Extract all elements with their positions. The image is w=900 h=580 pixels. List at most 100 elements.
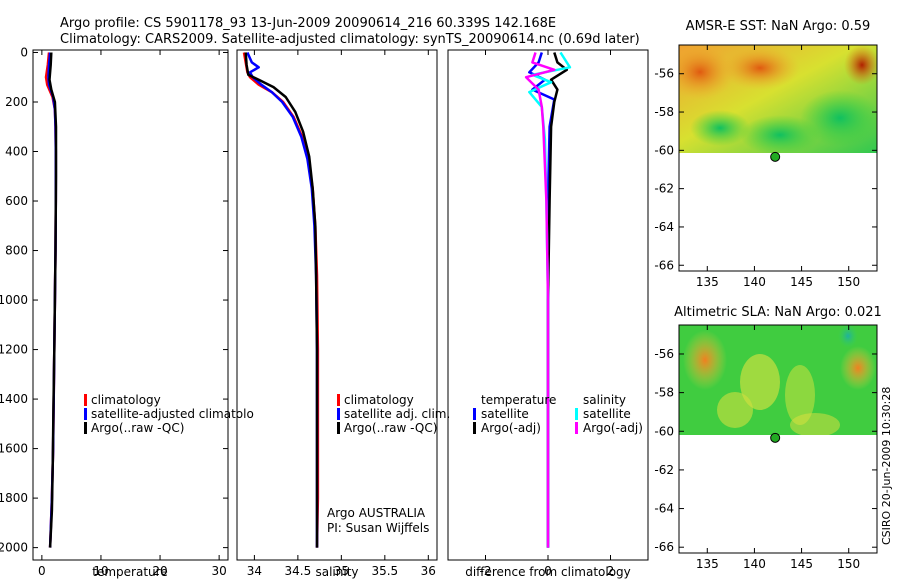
footer-agency: Argo AUSTRALIA bbox=[327, 506, 426, 520]
series-line-temperature-argo-adj- bbox=[546, 52, 569, 548]
y-tick-label: -62 bbox=[654, 463, 674, 477]
legend-label-temp-argo: Argo(-adj) bbox=[481, 421, 541, 435]
y-tick-label: -58 bbox=[654, 386, 674, 400]
y-tick-label: 400 bbox=[5, 145, 28, 159]
legend-swatch-climatology bbox=[337, 394, 340, 406]
sla-map-ticks: 135 140 145 150 -56 -58 -60 -62 -64 -66 bbox=[654, 325, 877, 571]
sst-map-panel: AMSR-E SST: NaN Argo: 0.59 135 140 145 150 -… bbox=[654, 19, 878, 289]
x-tick-label: 0 bbox=[544, 564, 552, 578]
salinity-legend: climatology satellite adj. clim. Argo(..… bbox=[337, 393, 450, 435]
y-tick-label: -62 bbox=[654, 182, 674, 196]
legend-title-temperature: temperature bbox=[481, 393, 556, 407]
temperature-panel: 0 10 20 30 0 200 400 600 800 1000 1200 1400 1600 1800… bbox=[0, 45, 254, 579]
temperature-lines bbox=[44, 52, 58, 548]
legend-label-temp-satellite: satellite bbox=[481, 407, 529, 421]
series-line-salinity-argo-adj- bbox=[524, 52, 556, 548]
y-tick-label: -66 bbox=[654, 258, 674, 272]
x-tick-label: 36 bbox=[421, 564, 436, 578]
legend-label-satellite: satellite adj. clim. bbox=[344, 407, 450, 421]
x-tick-label: 34 bbox=[247, 564, 262, 578]
legend-swatch-sal-satellite bbox=[575, 408, 578, 420]
legend-swatch-argo bbox=[84, 422, 87, 434]
legend-label-satellite: satellite-adjusted climatolo bbox=[91, 407, 254, 421]
salinity-xlabel: salinity bbox=[315, 565, 358, 579]
difference-ticks: -2 0 2 bbox=[480, 50, 615, 578]
x-tick-label: -2 bbox=[480, 564, 492, 578]
x-tick-label: 150 bbox=[837, 557, 860, 571]
sla-map-panel: Altimetric SLA: NaN Argo: 0.021 135 140 14… bbox=[654, 305, 881, 571]
legend-label-climatology: climatology bbox=[344, 393, 414, 407]
y-tick-label: 1400 bbox=[0, 392, 28, 406]
legend-label-argo: Argo(..raw -QC) bbox=[91, 421, 184, 435]
series-line-climatology bbox=[242, 52, 320, 548]
legend-swatch-climatology bbox=[84, 394, 87, 406]
salinity-lines bbox=[242, 51, 320, 548]
y-tick-label: 200 bbox=[5, 95, 28, 109]
legend-swatch-argo bbox=[337, 422, 340, 434]
y-tick-label: -60 bbox=[654, 424, 674, 438]
legend-swatch-sal-argo bbox=[575, 422, 578, 434]
x-tick-label: 140 bbox=[743, 557, 766, 571]
legend-swatch-temp-argo bbox=[473, 422, 476, 434]
sst-map-axes-box bbox=[678, 44, 878, 272]
x-tick-label: 34.5 bbox=[285, 564, 312, 578]
timestamp-stamp: CSIRO 20-Jun-2009 10:30:28 bbox=[880, 387, 893, 545]
x-tick-label: 20 bbox=[152, 564, 167, 578]
x-tick-label: 2 bbox=[607, 564, 615, 578]
legend-title-salinity: salinity bbox=[583, 393, 626, 407]
x-tick-label: 35.5 bbox=[371, 564, 398, 578]
series-line-argo-raw-qc- bbox=[48, 52, 58, 548]
x-tick-label: 135 bbox=[696, 557, 719, 571]
x-tick-label: 10 bbox=[93, 564, 108, 578]
figure-title-line2: Climatology: CARS2009. Satellite-adjuste… bbox=[60, 32, 640, 47]
series-line-argo-raw-qc- bbox=[244, 52, 319, 548]
temperature-ticks: 0 10 20 30 0 200 400 600 800 1000 1200 1400 1600 1800… bbox=[0, 45, 228, 578]
temperature-xlabel: temperature bbox=[92, 565, 167, 579]
series-line-satellite-adj-clim- bbox=[246, 51, 319, 548]
x-tick-label: 0 bbox=[38, 564, 46, 578]
y-tick-label: -64 bbox=[654, 220, 674, 234]
difference-lines bbox=[524, 51, 572, 548]
y-tick-label: 1000 bbox=[0, 293, 28, 307]
y-tick-label: 1800 bbox=[0, 491, 28, 505]
legend-label-sal-satellite: satellite bbox=[583, 407, 631, 421]
difference-xlabel: difference from climatology bbox=[465, 565, 631, 579]
y-tick-label: 2000 bbox=[0, 541, 28, 555]
sla-map-title: Altimetric SLA: NaN Argo: 0.021 bbox=[674, 305, 882, 320]
sla-map-axes-box bbox=[678, 324, 878, 554]
y-tick-label: -56 bbox=[654, 67, 674, 81]
legend-swatch-satellite bbox=[337, 408, 340, 420]
y-tick-label: 1600 bbox=[0, 442, 28, 456]
salinity-panel: 34 34.5 35 35.5 36 salinity climatology sate… bbox=[236, 49, 450, 579]
y-tick-label: 600 bbox=[5, 194, 28, 208]
x-tick-label: 145 bbox=[790, 275, 813, 289]
y-tick-label: -58 bbox=[654, 105, 674, 119]
legend-label-sal-argo: Argo(-adj) bbox=[583, 421, 643, 435]
y-tick-label: 1200 bbox=[0, 343, 28, 357]
y-tick-label: -64 bbox=[654, 502, 674, 516]
salinity-axes-box bbox=[236, 49, 438, 561]
figure-title-line1: Argo profile: CS 5901178_93 13-Jun-2009 … bbox=[60, 16, 556, 31]
legend-swatch-temp-satellite bbox=[473, 408, 476, 420]
temperature-axes-box bbox=[32, 49, 229, 561]
y-tick-label: -56 bbox=[654, 347, 674, 361]
difference-panel: -2 0 2 difference from climatology tempera… bbox=[447, 49, 649, 579]
sst-argo-marker bbox=[770, 151, 781, 162]
x-tick-label: 30 bbox=[211, 564, 226, 578]
x-tick-label: 145 bbox=[790, 557, 813, 571]
y-tick-label: -66 bbox=[654, 540, 674, 554]
legend-swatch-satellite bbox=[84, 408, 87, 420]
x-tick-label: 135 bbox=[696, 275, 719, 289]
sla-argo-marker bbox=[770, 432, 781, 443]
footer-pi: PI: Susan Wijffels bbox=[327, 521, 429, 535]
salinity-ticks: 34 34.5 35 35.5 36 bbox=[247, 50, 436, 578]
y-tick-label: 800 bbox=[5, 244, 28, 258]
y-tick-label: 0 bbox=[20, 45, 28, 59]
sst-map-ticks: 135 140 145 150 -56 -58 -60 -62 -64 -66 bbox=[654, 45, 877, 289]
x-tick-label: 35 bbox=[334, 564, 349, 578]
x-tick-label: 140 bbox=[743, 275, 766, 289]
legend-label-climatology: climatology bbox=[91, 393, 161, 407]
y-tick-label: -60 bbox=[654, 143, 674, 157]
sst-heatmap bbox=[679, 45, 877, 153]
